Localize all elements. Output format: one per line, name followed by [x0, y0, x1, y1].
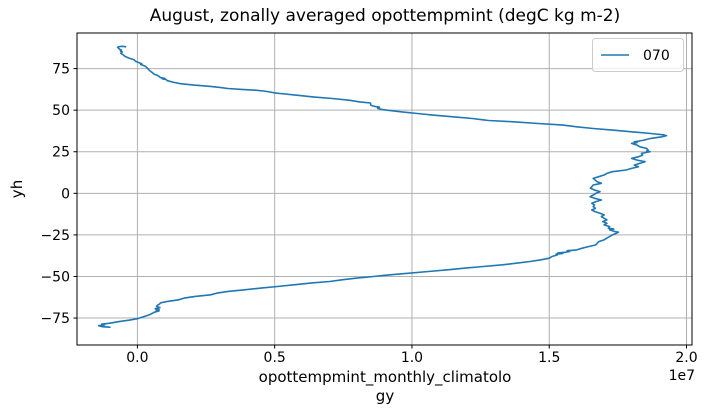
x-tick-label: 2.0 [675, 350, 697, 366]
y-tick-label: −25 [40, 228, 70, 244]
x-axis-label-line2: gy [376, 387, 395, 405]
y-axis-label: yh [8, 180, 26, 198]
axes-spines [76, 32, 693, 346]
x-axis-offset-text: 1e7 [669, 368, 695, 384]
plot-area: 0.0 0.5 1.0 1.5 2.0 75 50 25 0 −25 −50 −75 [40, 32, 698, 366]
x-tick-label: 1.0 [401, 350, 423, 366]
y-tick-label: −50 [40, 269, 70, 285]
legend: 070 [592, 38, 684, 72]
x-tick-label: 1.5 [538, 350, 560, 366]
legend-label: 070 [643, 48, 670, 64]
series-070-line [97, 45, 668, 328]
y-tick-label: 75 [52, 62, 70, 78]
y-tick-label: 25 [52, 145, 70, 161]
y-tick-label: −75 [40, 311, 70, 327]
chart-title: August, zonally averaged opottempmint (d… [150, 6, 621, 26]
y-tick-label: 50 [52, 103, 70, 119]
x-axis-label-line1: opottempmint_monthly_climatolo [259, 368, 512, 387]
x-tick-label: 0.0 [126, 350, 148, 366]
y-tick-label: 0 [61, 186, 70, 202]
x-tick-label: 0.5 [264, 350, 286, 366]
legend-box [592, 38, 684, 72]
